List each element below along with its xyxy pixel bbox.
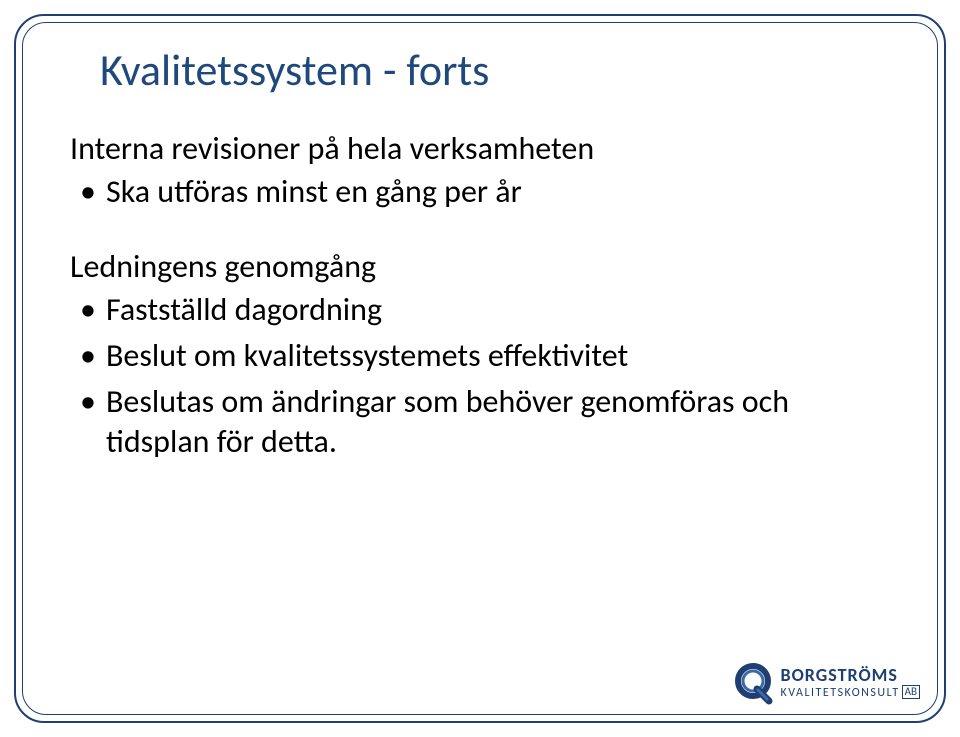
section-heading: Interna revisioner på hela verksamheten [70, 130, 890, 168]
logo-brand-top: BORGSTRÖMS [781, 666, 920, 684]
logo-q-icon [731, 661, 775, 705]
logo-brand-bottom: KVALITETSKONSULT [781, 686, 900, 700]
slide-content: Kvalitetssystem - forts Interna revision… [70, 45, 890, 667]
bullet-list: Ska utföras minst en gång per år [70, 172, 890, 212]
slide-title: Kvalitetssystem - forts [70, 45, 890, 96]
list-item: Ska utföras minst en gång per år [70, 172, 890, 212]
slide: Kvalitetssystem - forts Interna revision… [0, 0, 960, 737]
bullet-list: Fastställd dagordning Beslut om kvalitet… [70, 290, 890, 462]
list-item: Beslut om kvalitetssystemets effektivite… [70, 336, 890, 376]
section-2: Ledningens genomgång Fastställd dagordni… [70, 248, 890, 462]
logo-suffix: AB [902, 685, 920, 699]
list-item: Beslutas om ändringar som behöver genomf… [70, 382, 890, 462]
list-item: Fastställd dagordning [70, 290, 890, 330]
logo-brand-bottom-row: KVALITETSKONSULTAB [781, 684, 920, 700]
section-heading: Ledningens genomgång [70, 248, 890, 286]
logo-text: BORGSTRÖMS KVALITETSKONSULTAB [781, 666, 920, 700]
company-logo: BORGSTRÖMS KVALITETSKONSULTAB [731, 661, 920, 705]
section-1: Interna revisioner på hela verksamheten … [70, 130, 890, 212]
